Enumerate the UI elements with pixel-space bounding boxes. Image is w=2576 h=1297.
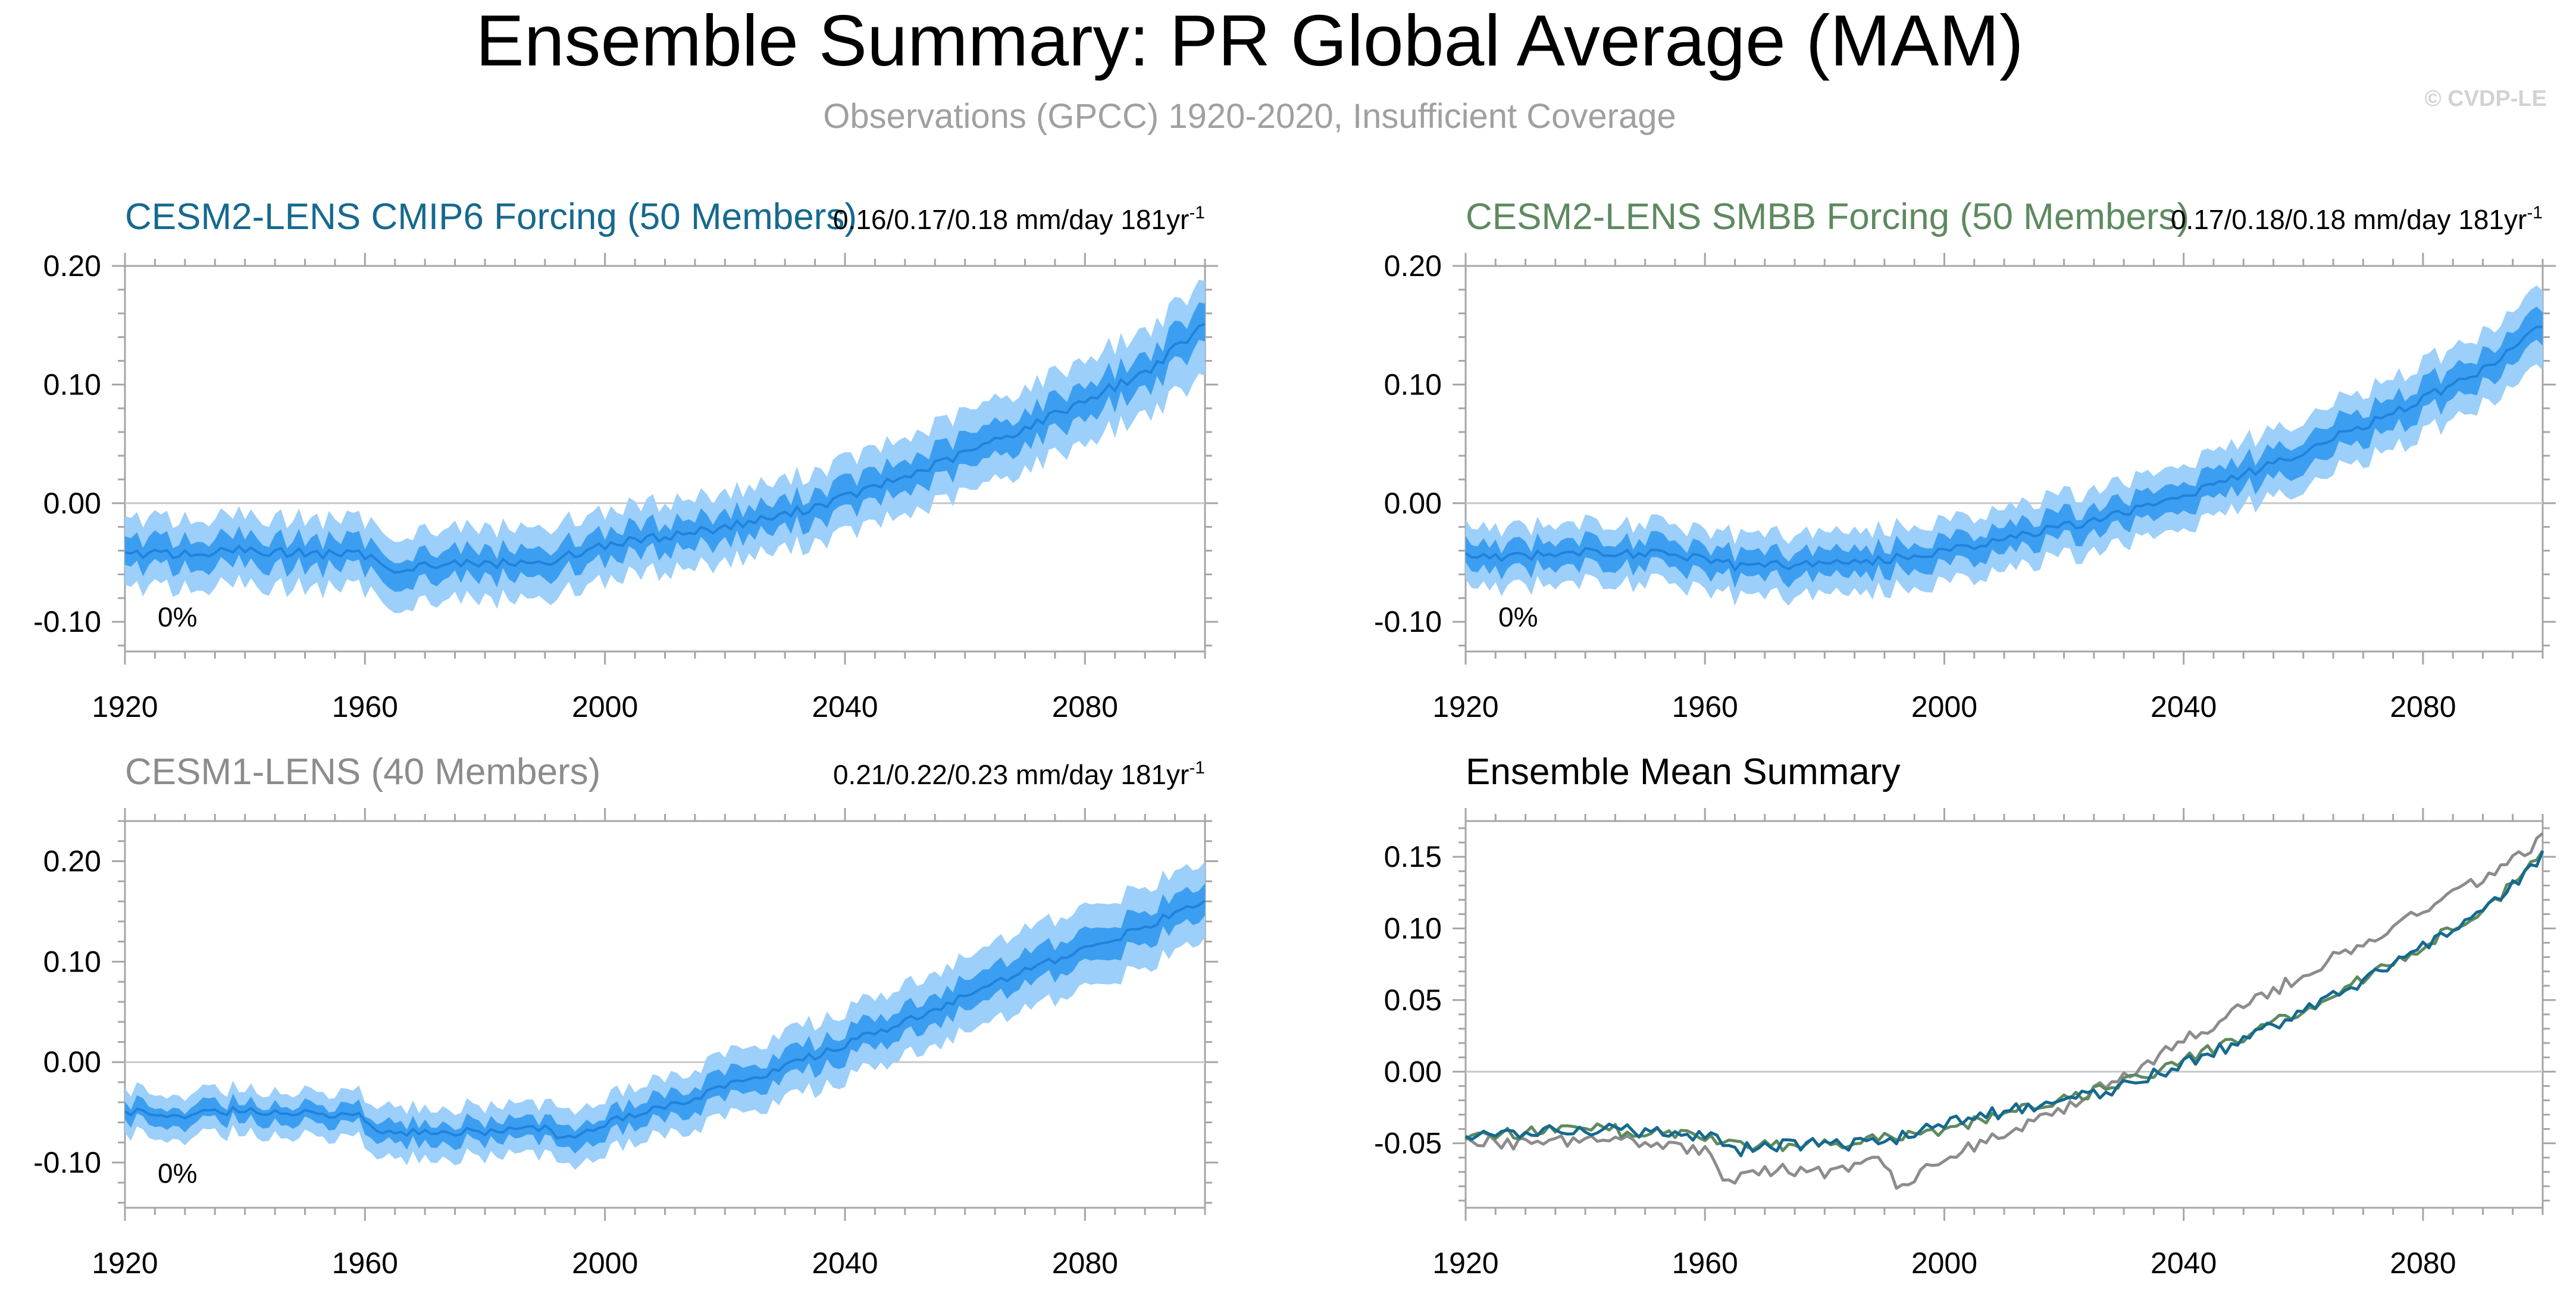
- figure-title: Ensemble Summary: PR Global Average (MAM…: [475, 0, 2023, 81]
- watermark: © CVDP-LE: [2425, 86, 2547, 111]
- panel-ensemble-mean-summary: Ensemble Mean Summary 1920 1960 2000 2040 208…: [1374, 751, 2556, 1280]
- x-tick-label: 2000: [1911, 1246, 1977, 1280]
- panel-cesm2-cmip6: CESM2-LENS CMIP6 Forcing (50 Members)0.1…: [33, 196, 1218, 723]
- x-tick-label: 2000: [1911, 690, 1977, 723]
- panel-cesm1: CESM1-LENS (40 Members) 0.21/0.22/0.23 mm…: [33, 751, 1218, 1280]
- x-tick-label: 2080: [2390, 690, 2456, 723]
- y-tick-label: -0.05: [1374, 1127, 1442, 1160]
- percent-label: 0%: [1498, 601, 1538, 632]
- panel-title: CESM2-LENS SMBB Forcing (50 Members): [1466, 196, 2189, 237]
- ensemble-mean-line: [1464, 325, 2543, 572]
- y-tick-label: 0.10: [43, 945, 101, 978]
- x-tick-label: 2080: [2390, 1246, 2456, 1280]
- x-tick-label: 2000: [572, 690, 638, 723]
- y-tick-label: 0.00: [43, 1045, 101, 1079]
- ensemble-iqr-band: [1466, 306, 2543, 588]
- ensemble-iqr-band: [125, 302, 1205, 592]
- y-tick-label: 0.10: [1384, 368, 1442, 401]
- x-tick-label: 1920: [1432, 690, 1498, 723]
- y-tick-label: 0.00: [1384, 1055, 1442, 1088]
- ensemble-mean-line: [124, 322, 1206, 574]
- series-line: [1464, 832, 2544, 1190]
- ensemble-mean-line: [124, 900, 1206, 1140]
- x-tick-label: 1920: [92, 690, 158, 723]
- panel-title: CESM1-LENS (40 Members): [125, 751, 600, 792]
- plot-frame: [1464, 820, 2544, 1209]
- plot-frame: [124, 820, 1206, 1209]
- x-tick-label: 1960: [1672, 690, 1738, 723]
- panel-cesm2-smbb: CESM2-LENS SMBB Forcing (50 Members)0.17…: [1374, 196, 2556, 723]
- x-tick-label: 2040: [812, 690, 878, 723]
- x-tick-label: 2040: [2151, 690, 2217, 723]
- y-tick-label: 0.20: [43, 249, 101, 283]
- y-tick-label: 0.00: [43, 487, 101, 520]
- x-tick-label: 1960: [332, 1246, 398, 1280]
- percent-label: 0%: [158, 601, 197, 632]
- series-line: [1464, 850, 2544, 1152]
- y-tick-label: 0.00: [1384, 487, 1442, 520]
- series-line: [1464, 850, 2544, 1158]
- y-tick-label: 0.20: [43, 845, 101, 878]
- trend-label: 0.17/0.18/0.18 mm/day 181yr-1: [2171, 203, 2543, 235]
- y-tick-label: 0.10: [43, 368, 101, 401]
- panel-title: Ensemble Mean Summary: [1466, 751, 1901, 792]
- trend-label: 0.16/0.17/0.18 mm/day 181yr-1: [833, 203, 1205, 235]
- x-tick-label: 2080: [1052, 1246, 1118, 1280]
- figure-subtitle: Observations (GPCC) 1920-2020, Insuffici…: [823, 97, 1676, 136]
- y-tick-label: -0.10: [33, 605, 101, 638]
- panel-title: CESM2-LENS CMIP6 Forcing (50 Members): [125, 196, 857, 237]
- y-tick-label: -0.10: [1374, 605, 1442, 638]
- ensemble-iqr-band: [125, 883, 1205, 1154]
- y-tick-label: 0.05: [1384, 983, 1442, 1017]
- y-tick-label: 0.10: [1384, 912, 1442, 945]
- x-tick-label: 2000: [572, 1246, 638, 1280]
- x-tick-label: 1920: [1432, 1246, 1498, 1280]
- x-tick-label: 1960: [332, 690, 398, 723]
- percent-label: 0%: [158, 1158, 197, 1189]
- plot-frame: [1464, 265, 2544, 653]
- x-tick-label: 1960: [1672, 1246, 1738, 1280]
- x-tick-label: 2080: [1052, 690, 1118, 723]
- x-tick-label: 2040: [812, 1246, 878, 1280]
- trend-label: 0.21/0.22/0.23 mm/day 181yr-1: [833, 758, 1205, 790]
- y-tick-label: 0.20: [1384, 249, 1442, 283]
- y-tick-label: 0.15: [1384, 840, 1442, 873]
- x-tick-label: 1920: [92, 1246, 158, 1280]
- y-tick-label: -0.10: [33, 1146, 101, 1179]
- x-tick-label: 2040: [2151, 1246, 2217, 1280]
